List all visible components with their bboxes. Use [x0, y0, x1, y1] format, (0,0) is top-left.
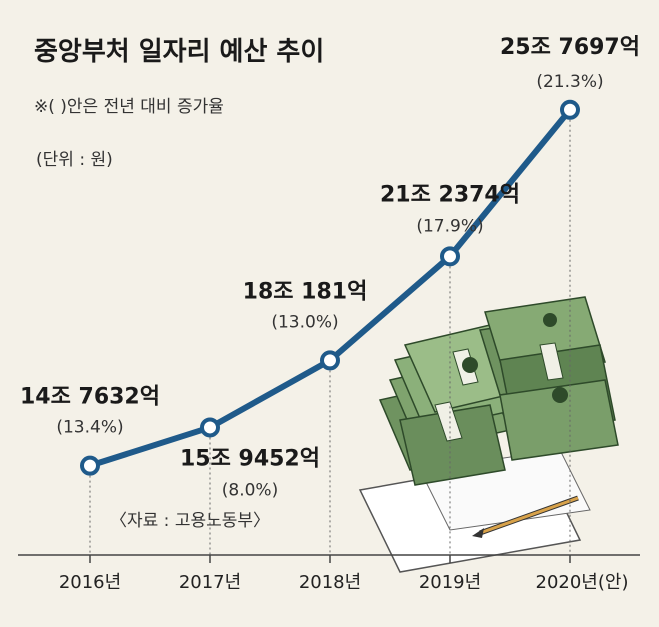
growth-label: (21.3%) — [536, 72, 603, 92]
data-point — [440, 246, 460, 267]
x-axis-ticks — [89, 555, 571, 563]
data-point — [320, 350, 340, 371]
growth-label: (8.0%) — [222, 480, 278, 500]
tick-labels: 2016년 2017년 2018년 2019년 2020년(안) — [59, 572, 629, 593]
source-label: 〈자료 : 고용노동부〉 — [110, 511, 270, 531]
growth-note: ※( )안은 전년 대비 증가율 — [34, 97, 224, 117]
chart-title: 중앙부처 일자리 예산 추이 — [34, 37, 324, 67]
value-label: 25조 7697억 — [500, 35, 640, 60]
x-tick-label: 2017년 — [179, 572, 241, 593]
value-label: 15조 9452억 — [180, 446, 320, 471]
x-tick-label: 2016년 — [59, 572, 121, 593]
x-tick-label: 2018년 — [299, 572, 361, 593]
money-stack-icon — [358, 296, 619, 573]
data-point — [200, 417, 220, 438]
value-label: 14조 7632억 — [20, 385, 160, 410]
guide-lines — [89, 109, 571, 555]
series-markers — [80, 99, 580, 476]
growth-label: (13.4%) — [56, 418, 123, 438]
value-label: 18조 181억 — [243, 279, 368, 304]
x-tick-label: 2019년 — [419, 572, 481, 593]
growth-label: (17.9%) — [416, 216, 483, 236]
data-point — [560, 99, 580, 120]
value-label: 21조 2374억 — [380, 182, 520, 207]
growth-label: (13.0%) — [271, 312, 338, 332]
data-point — [80, 455, 100, 476]
value-labels: 14조 7632억 (13.4%) 15조 9452억 (8.0%) 18조 181억 (… — [20, 35, 640, 501]
unit-label: (단위 : 원) — [36, 150, 113, 170]
x-tick-label: 2020년(안) — [536, 572, 629, 593]
